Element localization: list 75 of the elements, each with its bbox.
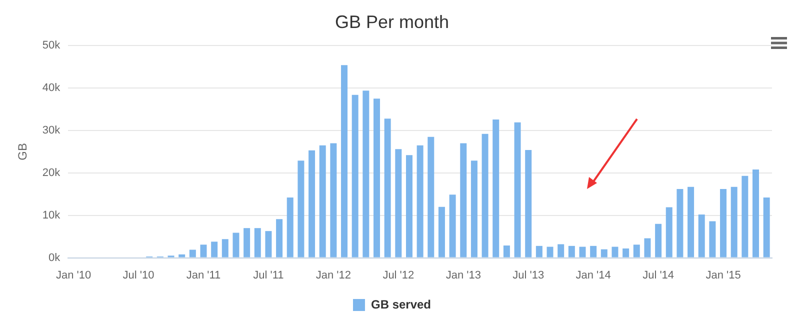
x-tick-label: Jul '14	[642, 269, 674, 282]
bar	[211, 242, 218, 258]
bar	[655, 224, 662, 258]
bar	[362, 90, 370, 258]
bar	[503, 245, 510, 258]
bar	[492, 119, 500, 258]
bar	[590, 246, 597, 258]
bar	[752, 170, 760, 258]
bar	[536, 246, 542, 258]
bar	[644, 238, 651, 258]
x-tick-label: Jul '10	[122, 269, 154, 282]
y-tick-label: 40k	[42, 82, 61, 94]
x-tick-label: Jan '13	[446, 269, 481, 282]
bar	[200, 244, 207, 258]
x-tick-label: Jul '11	[253, 269, 284, 282]
bar	[232, 232, 240, 258]
bar	[178, 254, 186, 258]
bar	[546, 246, 554, 258]
y-axis-title: GB	[16, 143, 30, 160]
bar	[352, 94, 358, 258]
legend-label: GB served	[370, 297, 432, 312]
bar	[676, 189, 684, 258]
bar	[709, 221, 716, 258]
y-tick-label: 10k	[42, 209, 61, 222]
x-tick-label: Jan '15	[706, 269, 741, 282]
bar	[222, 239, 228, 258]
bar	[579, 246, 586, 258]
bar	[525, 150, 532, 258]
bar	[244, 228, 250, 258]
bar	[763, 198, 770, 258]
y-tick-label: 50k	[42, 40, 61, 52]
bar	[395, 149, 402, 258]
bar	[514, 122, 521, 258]
bar	[286, 198, 294, 258]
bar	[470, 160, 478, 258]
x-tick-label: Jan '11	[186, 269, 221, 282]
x-tick-label: Jul '13	[512, 269, 544, 282]
bar	[730, 186, 738, 258]
y-tick-label: 0k	[48, 252, 61, 264]
bar	[265, 231, 272, 258]
y-tick-label: 20k	[42, 166, 61, 179]
y-tick-label: 30k	[42, 124, 61, 137]
bar	[482, 134, 488, 258]
bar	[298, 160, 304, 258]
bar	[428, 136, 434, 258]
bar	[319, 145, 326, 258]
bar	[449, 194, 456, 258]
bar	[568, 246, 575, 258]
bar	[438, 206, 445, 258]
bar	[416, 145, 424, 258]
bar	[384, 118, 391, 258]
x-tick-label: Jan '10	[56, 269, 92, 282]
bar	[612, 246, 618, 258]
bar	[698, 214, 705, 258]
bar	[406, 155, 412, 258]
bar	[189, 250, 196, 258]
bar	[720, 189, 727, 258]
bar	[254, 228, 261, 258]
chart-title: GB Per month	[334, 12, 450, 32]
bar	[633, 244, 640, 258]
bar	[622, 248, 630, 258]
bar	[330, 143, 337, 258]
bar	[600, 249, 608, 258]
x-tick-label: Jan '14	[576, 269, 611, 282]
bar	[374, 98, 380, 258]
bar	[308, 150, 316, 258]
bar	[742, 176, 748, 258]
bar	[276, 219, 283, 258]
bar	[558, 244, 564, 258]
bar	[460, 143, 467, 258]
bar	[666, 207, 672, 258]
bar	[341, 65, 348, 258]
x-tick-label: Jul '12	[382, 269, 414, 282]
x-tick-label: Jan '12	[316, 269, 352, 282]
bar	[688, 186, 694, 258]
